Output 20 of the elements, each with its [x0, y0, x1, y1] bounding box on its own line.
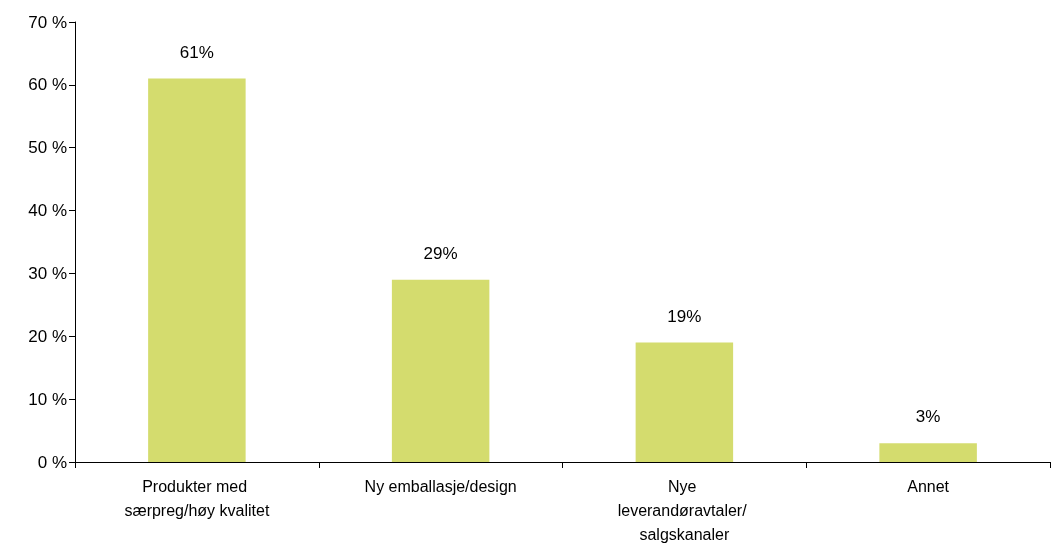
- y-tick-label: 10 %: [28, 389, 67, 409]
- y-tick-label: 20 %: [28, 326, 67, 346]
- y-tick-label: 50 %: [28, 138, 67, 158]
- data-label: 29%: [423, 243, 458, 263]
- data-label: 61%: [179, 42, 214, 62]
- x-tick-label: Ny emballasje/design: [364, 477, 517, 495]
- data-label: 19%: [667, 306, 702, 326]
- y-tick-label: 70 %: [28, 12, 67, 32]
- bar: [391, 279, 490, 462]
- bar: [879, 443, 977, 462]
- x-tick-label: Produkter med særpreg/høy kvalitet: [124, 477, 270, 519]
- x-tick-label: Nye leverandøravtaler/ salgskanaler: [617, 477, 752, 543]
- bar: [635, 342, 734, 462]
- y-tick-label: 0 %: [37, 452, 67, 472]
- x-tick-label: Annet: [907, 477, 950, 495]
- y-tick-label: 30 %: [28, 263, 67, 283]
- y-tick-label: 60 %: [28, 75, 67, 95]
- y-tick-label: 40 %: [28, 201, 67, 221]
- data-label: 3%: [915, 407, 941, 427]
- bar: [148, 78, 246, 462]
